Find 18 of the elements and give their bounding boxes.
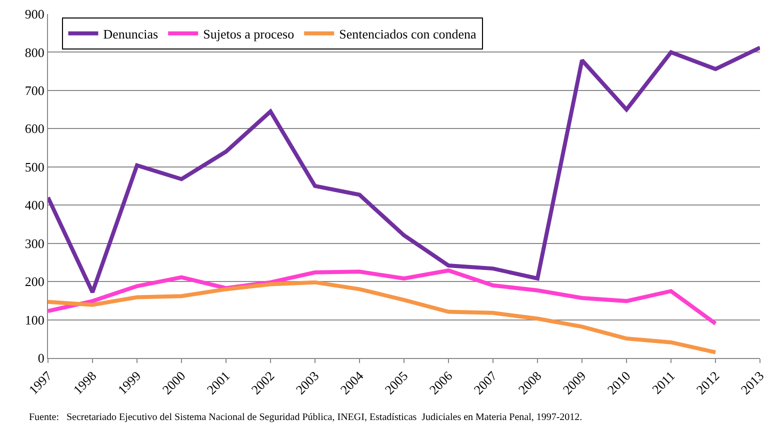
legend-label: Sentenciados con condena: [339, 26, 476, 42]
y-tick-label: 0: [38, 350, 44, 366]
y-tick-label: 900: [24, 6, 44, 22]
y-tick-label: 800: [24, 44, 44, 60]
line-series: [48, 280, 718, 354]
legend-label: Denuncias: [103, 26, 158, 42]
x-tick-label: 2011: [649, 368, 678, 397]
y-tick-label: 200: [24, 274, 44, 290]
line-series: [48, 268, 718, 326]
y-tick-label: 500: [24, 159, 44, 174]
y-tick-label: 100: [24, 312, 44, 328]
legend-label: Sujetos a proceso: [203, 26, 294, 42]
y-tick-label: 700: [24, 82, 44, 98]
y-tick-label: 600: [24, 121, 44, 136]
line-series: [48, 46, 760, 294]
y-tick-label: 400: [24, 198, 44, 213]
y-tick-label: 300: [24, 236, 44, 251]
source-note: Fuente: Secretariado Ejecutivo del Sistema Nacional de Seguridad Pública, INEGI, Estadísticas Judiciales en Materia Penal, 1997-2012.: [29, 412, 582, 423]
